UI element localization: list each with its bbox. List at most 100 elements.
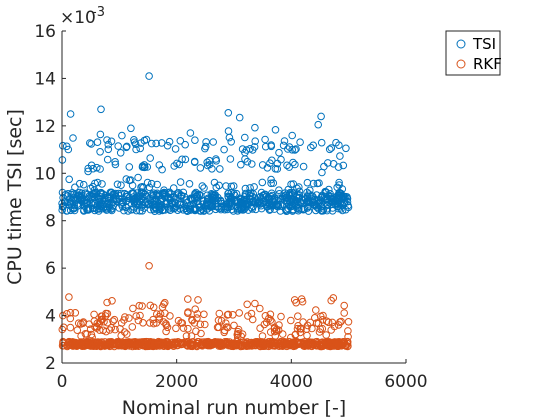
legend-marker-tsi — [456, 39, 466, 49]
data-point — [117, 181, 125, 189]
data-point — [261, 142, 270, 151]
data-point — [281, 189, 289, 197]
data-point — [87, 161, 96, 170]
data-point — [263, 203, 272, 211]
data-point — [129, 304, 137, 313]
data-point — [151, 203, 159, 212]
data-point — [274, 194, 283, 203]
data-point — [66, 110, 75, 118]
data-point — [104, 140, 113, 149]
data-point — [68, 197, 76, 205]
data-point — [205, 156, 214, 165]
data-point — [71, 309, 80, 317]
data-point — [266, 316, 275, 324]
data-point — [83, 205, 92, 214]
data-point — [107, 205, 115, 214]
data-point — [134, 173, 142, 182]
data-point — [267, 142, 276, 151]
data-point — [132, 312, 140, 320]
data-point — [86, 325, 95, 334]
data-point — [73, 326, 82, 335]
data-point — [182, 332, 191, 340]
data-point — [188, 316, 197, 325]
data-point — [123, 142, 131, 151]
data-point — [137, 139, 145, 147]
data-point — [103, 136, 111, 144]
data-point — [123, 330, 131, 338]
data-point — [299, 162, 308, 171]
data-point — [70, 203, 78, 212]
data-point — [171, 145, 180, 153]
data-point — [273, 159, 282, 168]
data-point — [343, 197, 352, 206]
data-point — [174, 316, 183, 325]
data-point — [239, 206, 247, 214]
data-point — [314, 120, 323, 129]
data-point — [118, 202, 127, 211]
data-point — [254, 200, 262, 208]
data-point — [125, 163, 134, 171]
data-point — [184, 324, 192, 333]
data-point — [196, 164, 205, 172]
data-point — [120, 328, 129, 336]
data-point — [263, 194, 272, 203]
data-point — [103, 155, 112, 164]
data-point — [239, 203, 247, 212]
data-point — [136, 191, 144, 199]
data-point — [317, 112, 325, 121]
data-point — [161, 298, 169, 307]
data-point — [207, 341, 215, 349]
data-point — [194, 296, 202, 304]
data-point — [163, 194, 172, 202]
data-point — [333, 342, 341, 350]
data-point — [114, 142, 122, 150]
data-point — [328, 318, 337, 327]
data-point — [111, 158, 119, 166]
data-point — [227, 138, 235, 146]
data-point — [62, 207, 71, 215]
data-point — [287, 202, 296, 211]
data-point — [171, 204, 179, 212]
data-point — [224, 109, 233, 117]
y-exponent-power: -3 — [92, 5, 105, 20]
data-point — [275, 148, 283, 157]
data-point — [145, 262, 153, 270]
data-point — [105, 326, 114, 334]
data-point — [325, 145, 334, 154]
data-point — [269, 179, 278, 187]
data-point — [281, 206, 290, 214]
data-point — [250, 143, 259, 151]
data-point — [241, 184, 250, 193]
data-point — [69, 134, 77, 142]
data-point — [149, 315, 157, 324]
data-point — [74, 201, 82, 210]
data-point — [222, 323, 231, 331]
x-tick-label: 0 — [57, 372, 68, 392]
data-point — [271, 126, 280, 134]
data-point — [125, 176, 134, 185]
data-point — [190, 319, 199, 327]
data-point — [87, 330, 96, 339]
data-point — [292, 202, 301, 210]
data-point — [93, 178, 102, 187]
data-point — [339, 161, 348, 170]
data-point — [303, 321, 312, 330]
data-point — [200, 184, 208, 192]
data-point — [77, 332, 85, 340]
data-point — [148, 338, 157, 347]
data-point — [277, 312, 285, 321]
data-point — [291, 330, 300, 339]
data-point — [86, 139, 94, 147]
data-point — [106, 188, 115, 197]
data-point — [76, 339, 84, 347]
data-point — [256, 304, 264, 313]
data-point — [257, 188, 266, 197]
data-point — [318, 338, 327, 347]
data-point — [268, 156, 276, 165]
data-point — [135, 301, 144, 310]
data-point — [290, 296, 299, 304]
data-point — [201, 142, 210, 151]
data-point — [157, 204, 165, 212]
data-point — [222, 319, 230, 328]
